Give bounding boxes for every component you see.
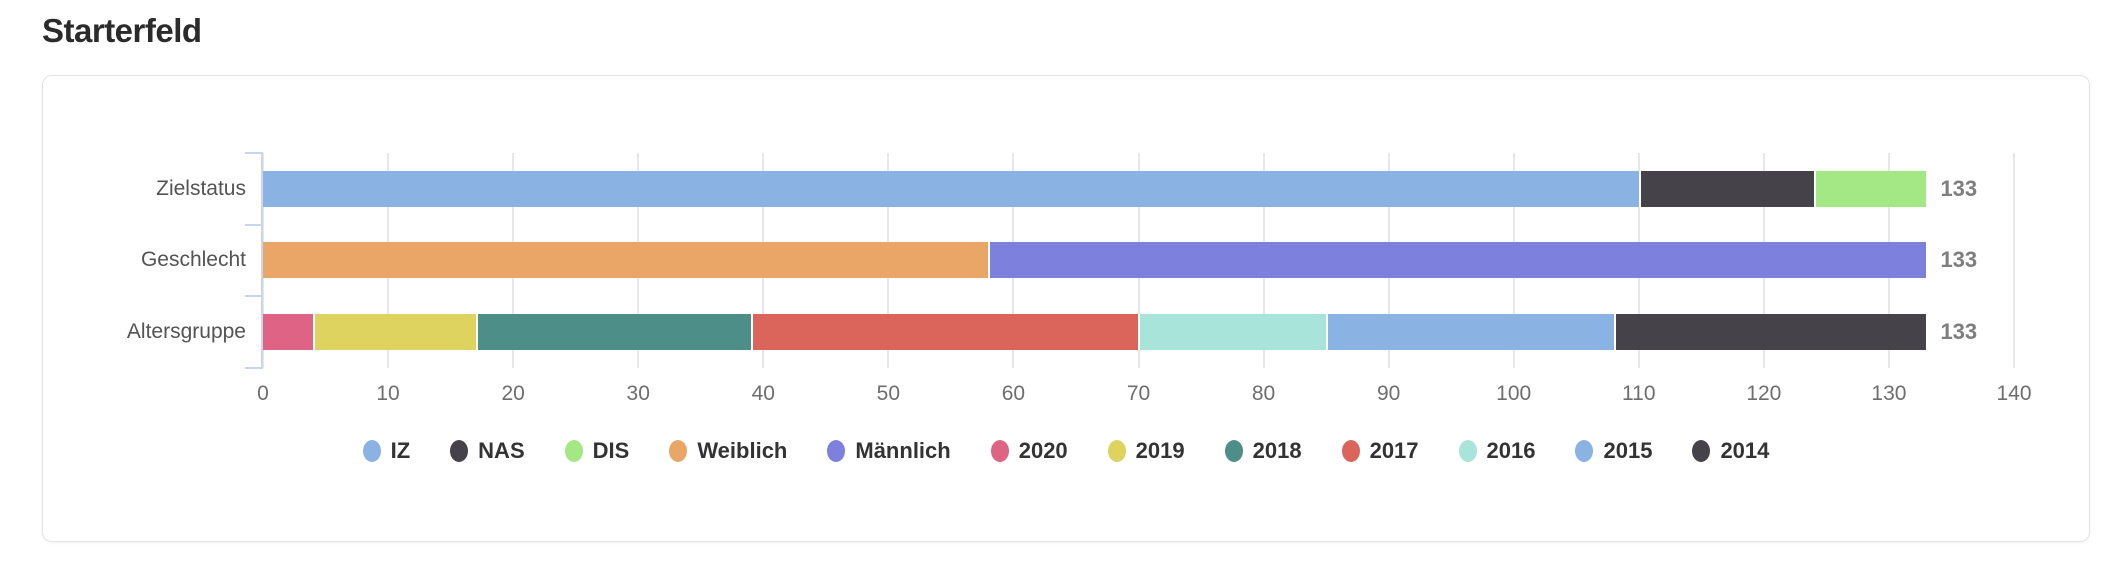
x-tick-label: 120 — [1746, 382, 1782, 405]
x-tick-label: 80 — [1251, 382, 1276, 405]
bar-segment-iz[interactable] — [263, 170, 1639, 207]
x-tick-label: 30 — [626, 382, 650, 405]
x-tick-label: 140 — [1996, 382, 2032, 405]
legend-item-2017[interactable]: 2017 — [1341, 438, 1419, 464]
legend-item-label: IZ — [390, 438, 411, 463]
bar-segment-2015[interactable] — [1326, 314, 1614, 351]
total-label: 133 — [1940, 175, 1978, 201]
bar-segment-männlich[interactable] — [988, 242, 1927, 279]
legend-item-label: 2015 — [1603, 438, 1653, 463]
chart-legend: IZ NAS DIS Weiblich Männlich 2020 2019 2018 2017… — [43, 438, 2089, 464]
legend-item-weiblich[interactable]: Weiblich — [669, 438, 787, 464]
x-tick-label: 100 — [1496, 382, 1532, 405]
legend-item-2018[interactable]: 2018 — [1224, 438, 1302, 464]
legend-item-label: 2019 — [1135, 438, 1185, 463]
stacked-bar — [263, 242, 1927, 279]
legend-item-label: 2016 — [1486, 438, 1536, 463]
legend-item-nas[interactable]: NAS — [450, 438, 525, 464]
bar-segment-2020[interactable] — [263, 314, 314, 351]
legend-dot-icon — [827, 440, 846, 462]
page-title: Starterfeld — [42, 12, 202, 49]
legend-dot-icon — [1341, 440, 1360, 462]
legend-item-label: DIS — [592, 438, 630, 463]
legend-dot-icon — [450, 440, 469, 462]
plot-area: 0 10 20 30 40 50 60 70 80 90 100 110 120 130 140 Ziels… — [127, 152, 2032, 405]
x-tick-label: 110 — [1622, 382, 1656, 405]
y-axis-tick — [245, 223, 263, 226]
legend-item-label: 2017 — [1369, 438, 1419, 463]
total-label: 133 — [1940, 319, 1978, 345]
legend-dot-icon — [1575, 440, 1594, 462]
bar-segment-2014[interactable] — [1613, 314, 1927, 351]
legend-item-dis[interactable]: DIS — [564, 438, 630, 464]
y-axis-tick — [245, 367, 263, 369]
legend-item-2020[interactable]: 2020 — [990, 438, 1068, 464]
legend-item-2015[interactable]: 2015 — [1575, 438, 1652, 464]
bar-row: Geschlecht 133 — [141, 225, 2014, 297]
legend-dot-icon — [990, 440, 1009, 462]
legend-item-2016[interactable]: 2016 — [1458, 438, 1536, 464]
chart-card: 0 10 20 30 40 50 60 70 80 90 100 110 120 130 140 Ziels… — [42, 75, 2090, 542]
bar-segment-weiblich[interactable] — [263, 242, 989, 279]
y-axis-tick — [245, 152, 263, 154]
stacked-bar — [263, 170, 1927, 207]
bar-row: Altersgruppe 133 — [127, 296, 2014, 368]
x-tick-label: 70 — [1126, 382, 1151, 405]
x-axis-labels: 0 10 20 30 40 50 60 70 80 90 100 110 120 130 140 — [257, 382, 2031, 408]
legend-item-label: 2018 — [1252, 438, 1302, 463]
bar-segment-2017[interactable] — [750, 314, 1139, 351]
x-tick-label: 20 — [501, 382, 525, 405]
gridline — [2013, 153, 2015, 368]
bar-segment-nas[interactable] — [1638, 170, 1814, 207]
legend-dot-icon — [669, 440, 688, 462]
x-tick-label: 10 — [376, 382, 400, 405]
legend-dot-icon — [1458, 440, 1477, 462]
x-tick-label: 50 — [876, 382, 901, 405]
legend-item-label: 2020 — [1018, 438, 1068, 463]
y-axis-line — [261, 153, 263, 368]
x-tick-label: 40 — [751, 382, 775, 405]
legend-item-2019[interactable]: 2019 — [1107, 438, 1185, 464]
x-tick-label: 130 — [1871, 382, 1907, 405]
legend-dot-icon — [362, 440, 381, 462]
legend-dot-icon — [1224, 440, 1243, 462]
stacked-bar — [263, 314, 1927, 351]
bar-segment-2018[interactable] — [475, 314, 751, 351]
bar-segment-2019[interactable] — [313, 314, 476, 351]
bar-segment-2016[interactable] — [1138, 314, 1327, 351]
legend-item-männlich[interactable]: Männlich — [827, 438, 951, 464]
bar-row: Zielstatus 133 — [156, 153, 2014, 225]
legend-item-2014[interactable]: 2014 — [1692, 438, 1769, 464]
legend-item-label: NAS — [478, 438, 525, 463]
category-label: Altersgruppe — [126, 320, 246, 344]
legend-item-label: Männlich — [855, 438, 951, 463]
total-label: 133 — [1940, 247, 1978, 273]
bar-segment-dis[interactable] — [1813, 170, 1927, 207]
legend-item-iz[interactable]: IZ — [362, 438, 411, 464]
category-label: Zielstatus — [156, 176, 246, 200]
y-axis-tick — [245, 295, 263, 298]
legend-dot-icon — [1692, 440, 1711, 462]
legend-dot-icon — [1107, 440, 1126, 462]
legend-item-label: 2014 — [1720, 438, 1770, 463]
legend-item-label: Weiblich — [697, 438, 788, 463]
legend-dot-icon — [564, 440, 583, 462]
x-tick-label: 90 — [1376, 382, 1401, 405]
x-tick-label: 0 — [257, 382, 269, 405]
category-label: Geschlecht — [140, 248, 246, 272]
x-tick-label: 60 — [1001, 382, 1026, 405]
